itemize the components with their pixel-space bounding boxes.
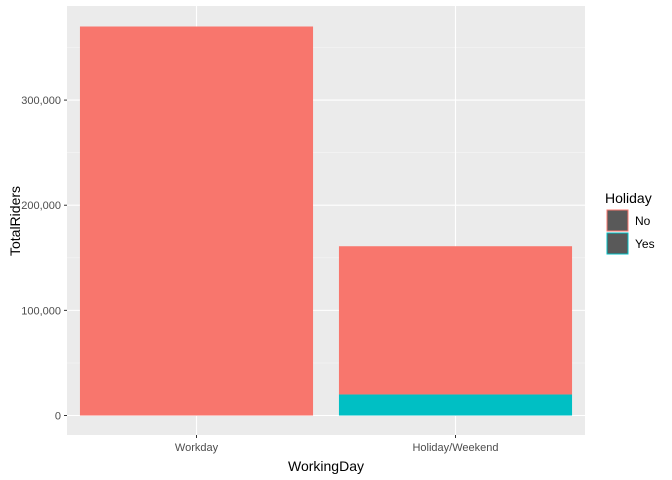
bars <box>79 26 573 416</box>
x-tick-label: Holiday/Weekend <box>412 442 498 454</box>
y-axis-ticks: 0 100,000 200,000 300,000 <box>21 95 67 423</box>
y-tick-label: 100,000 <box>21 305 61 317</box>
y-tick-label: 0 <box>55 411 61 423</box>
bar-no <box>338 246 573 395</box>
legend-swatch-yes <box>606 232 629 255</box>
legend: Holiday No Yes <box>605 190 655 255</box>
y-tick-label: 200,000 <box>21 200 61 212</box>
x-axis-title: WorkingDay <box>288 458 364 474</box>
legend-label-no: No <box>635 214 651 228</box>
x-tick-label: Workday <box>175 442 219 454</box>
x-axis-ticks: Workday Holiday/Weekend <box>175 435 499 454</box>
legend-swatch-no <box>606 209 629 232</box>
y-tick-label: 300,000 <box>21 95 61 107</box>
bar-yes <box>338 394 573 416</box>
legend-label-yes: Yes <box>635 237 655 251</box>
legend-title: Holiday <box>605 190 652 206</box>
bar-no <box>79 26 314 416</box>
y-axis-title: TotalRiders <box>7 186 23 256</box>
